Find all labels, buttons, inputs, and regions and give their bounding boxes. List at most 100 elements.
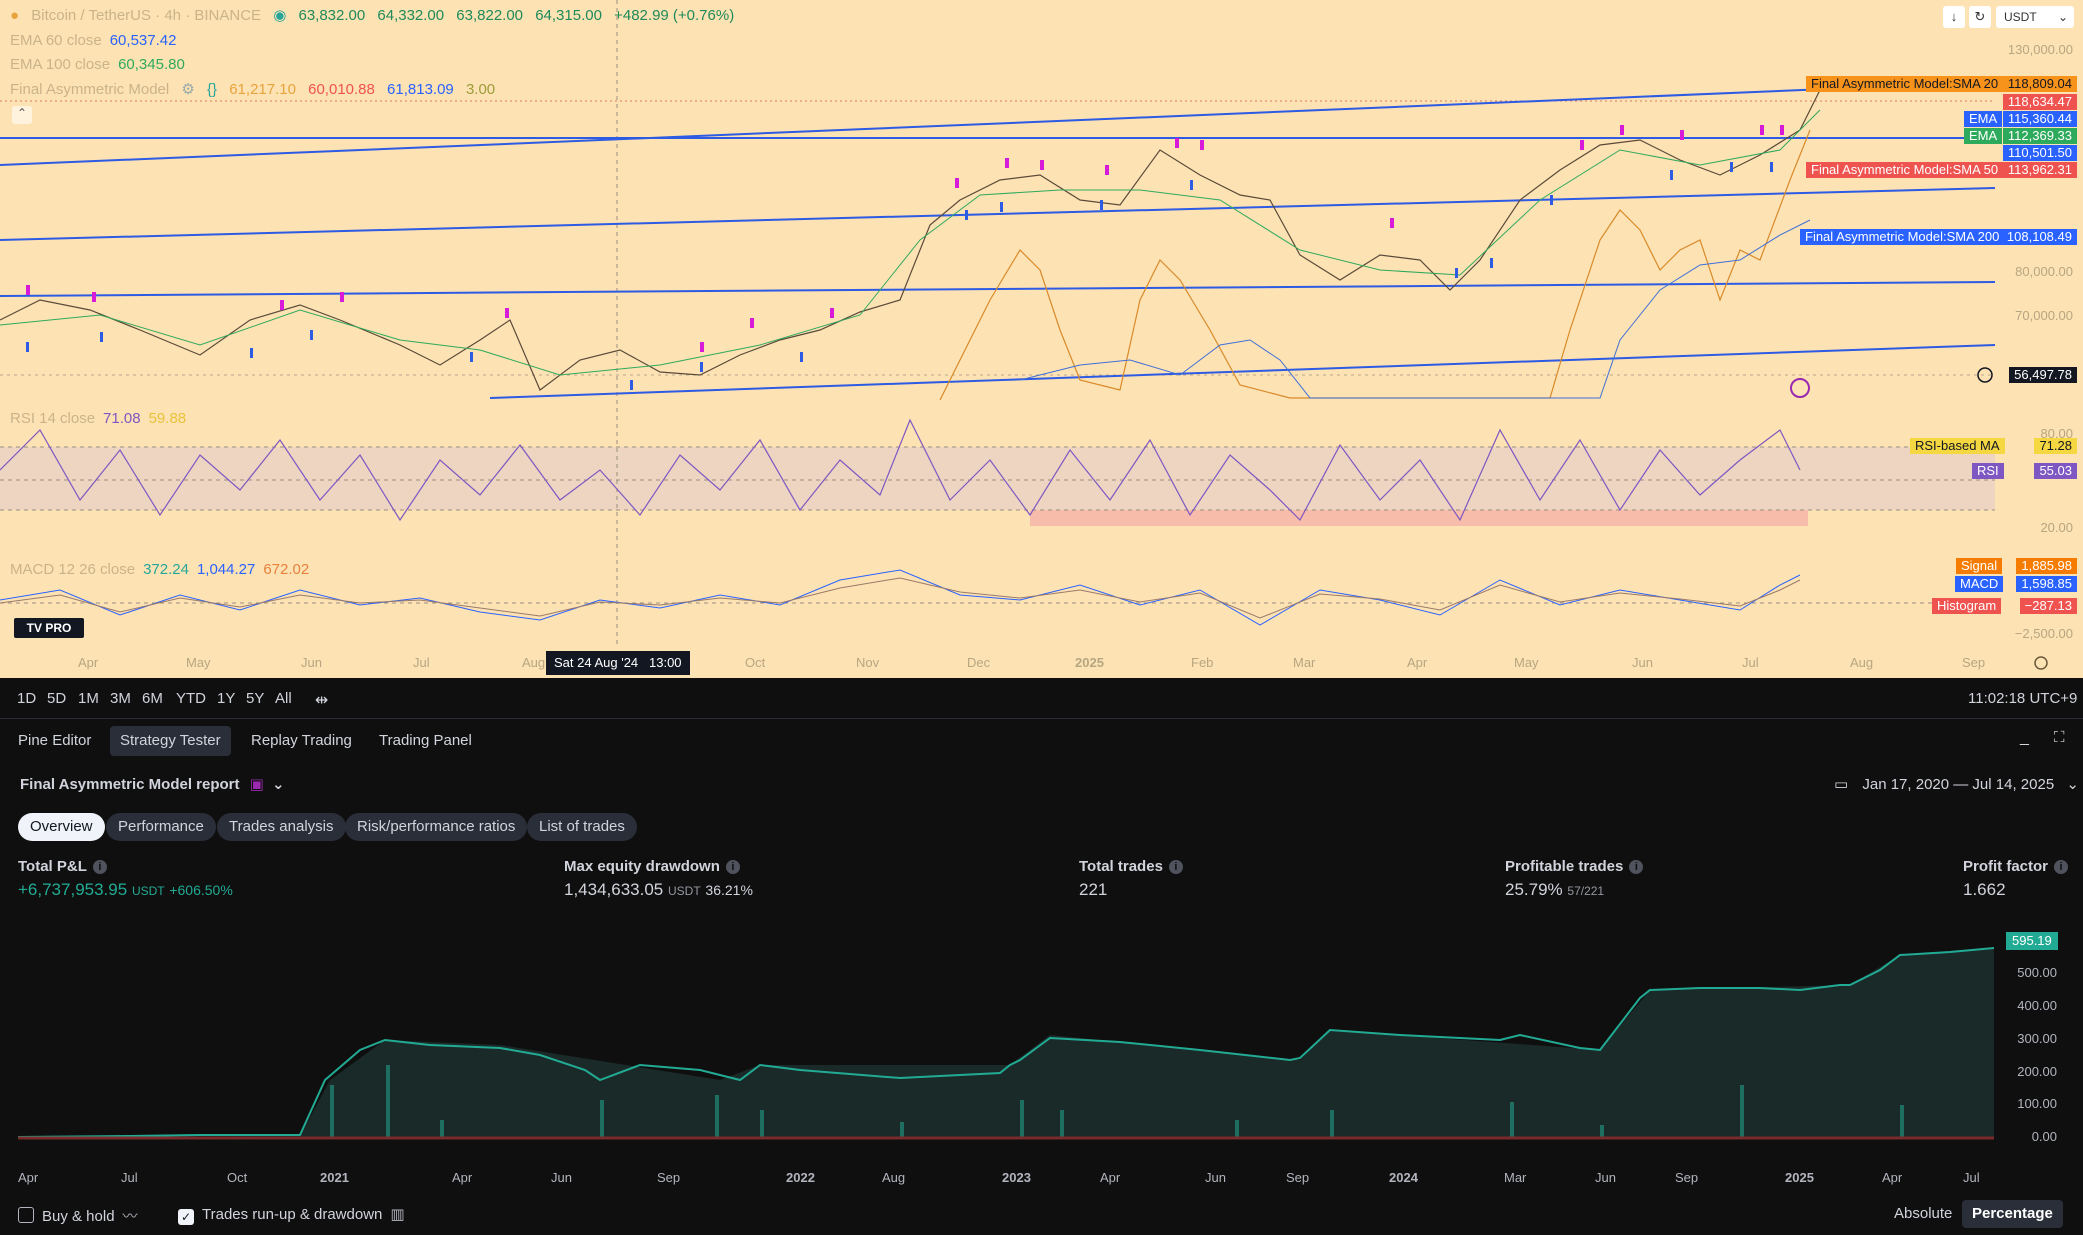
currency-select[interactable]: USDT ⌄ <box>1996 6 2074 28</box>
chevron-down-icon[interactable]: ⌄ <box>272 776 285 793</box>
date-range-value: Jan 17, 2020 — Jul 14, 2025 <box>1862 776 2055 793</box>
model-settings-icon[interactable]: ⚙ <box>181 81 195 98</box>
rsi-ma-tag-value: 71.28 <box>2034 438 2077 454</box>
tab-pine-editor[interactable]: Pine Editor <box>18 732 92 749</box>
download-icon[interactable]: ↓ <box>1943 6 1965 28</box>
equity-x-label: Jun <box>1205 1170 1226 1185</box>
stat-profitable-label: Profitable trades i <box>1505 858 1644 875</box>
runup-checkbox-checked[interactable]: ✓ <box>178 1209 194 1225</box>
info-icon[interactable]: i <box>1168 860 1183 874</box>
equity-chart[interactable] <box>0 930 2083 1165</box>
time-axis-label: 2025 <box>1075 655 1104 670</box>
info-icon[interactable]: i <box>1629 860 1644 874</box>
time-axis-label: Nov <box>856 655 880 670</box>
timeframe-1m[interactable]: 1M <box>78 690 99 707</box>
ema60-legend[interactable]: EMA 60 close 60,537.42 <box>10 32 184 49</box>
ema60-label: EMA 60 close <box>10 32 102 49</box>
model-legend[interactable]: Final Asymmetric Model ⚙ {} 61,217.10 60… <box>10 80 503 98</box>
macd-tag-label: MACD <box>1955 576 2004 592</box>
equity-area <box>18 948 1994 1137</box>
buy-markers <box>26 162 1773 390</box>
stat-pnl-label: Total P&L i <box>18 858 107 875</box>
trendline-price-tag: 110,501.50 <box>2002 145 2077 161</box>
equity-x-label: Jul <box>121 1170 138 1185</box>
timeframe-6m[interactable]: 6M <box>142 690 163 707</box>
timeframe-5y[interactable]: 5Y <box>246 690 265 707</box>
time-axis-label: Dec <box>967 655 991 670</box>
percentage-toggle[interactable]: Percentage <box>1962 1200 2063 1228</box>
alert-icon <box>1790 378 1810 398</box>
equity-last-value-tag: 595.19 <box>2006 932 2058 950</box>
stat-label-text: Total P&L <box>18 858 87 875</box>
buy-hold-checkbox[interactable] <box>18 1207 34 1223</box>
symbol-title[interactable]: Bitcoin / TetherUS · 4h · BINANCE <box>31 7 262 24</box>
sma20-tag-label: Final Asymmetric Model:SMA 20 <box>1806 76 2004 92</box>
refresh-icon[interactable]: ↻ <box>1969 6 1991 28</box>
subtab-overview[interactable]: Overview <box>18 813 105 841</box>
collapse-legend-icon[interactable]: ⌃ <box>12 106 32 124</box>
equity-x-label: Oct <box>227 1170 248 1185</box>
timeframe-1y[interactable]: 1Y <box>217 690 236 707</box>
timeframe-3m[interactable]: 3M <box>110 690 131 707</box>
timeframe-ytd[interactable]: YTD <box>176 690 206 707</box>
tab-strategy-tester[interactable]: Strategy Tester <box>110 726 231 756</box>
timeframe-1d[interactable]: 1D <box>17 690 37 707</box>
ema100-legend[interactable]: EMA 100 close 60,345.80 <box>10 56 193 73</box>
rsi-legend[interactable]: RSI 14 close 71.08 59.88 <box>10 410 194 427</box>
equity-x-label: Mar <box>1504 1170 1527 1185</box>
subtab-list-of-trades[interactable]: List of trades <box>527 813 637 841</box>
runup-toggle[interactable]: ✓ Trades run-up & drawdown ▥ <box>178 1205 405 1225</box>
info-icon[interactable]: i <box>725 860 740 874</box>
sma50-tag-value: 113,962.31 <box>2002 162 2077 178</box>
price-chart[interactable]: ● Bitcoin / TetherUS · 4h · BINANCE ◉ 63… <box>0 0 2083 678</box>
rsi-ma-tag-label: RSI-based MA <box>1910 438 2005 454</box>
market-open-icon: ◉ <box>273 7 287 24</box>
bar-chart-icon: ▥ <box>390 1206 405 1223</box>
rsi-value-1: 71.08 <box>103 410 141 427</box>
sma200-blue-line <box>1019 219 1811 399</box>
info-icon[interactable]: i <box>2054 860 2069 874</box>
minimize-icon[interactable]: _ <box>2020 729 2029 746</box>
subtab-risk-ratios[interactable]: Risk/performance ratios <box>345 813 528 841</box>
chevron-down-icon: ⌄ <box>2066 776 2079 793</box>
profitable-ratio: 57/221 <box>1567 884 1605 898</box>
stat-trades-value: 221 <box>1079 880 1108 899</box>
time-axis-label: Jun <box>301 655 322 670</box>
equity-y-label: 200.00 <box>2017 1064 2057 1079</box>
equity-x-label: Sep <box>1675 1170 1699 1185</box>
stat-drawdown-value: 1,434,633.05 USDT 36.21% <box>564 880 753 900</box>
subtab-performance[interactable]: Performance <box>106 813 216 841</box>
buy-hold-toggle[interactable]: Buy & hold 〰 <box>18 1205 138 1226</box>
chart-canvas[interactable] <box>0 0 2083 678</box>
date-range-selector[interactable]: ▭ Jan 17, 2020 — Jul 14, 2025 ⌄ <box>1834 775 2079 793</box>
report-header[interactable]: Final Asymmetric Model report ▣ ⌄ <box>20 775 285 793</box>
model-value-4: 3.00 <box>465 81 496 98</box>
time-axis-label: Oct <box>745 655 766 670</box>
equity-x-label: Aug <box>882 1170 906 1185</box>
timeframe-5d[interactable]: 5D <box>47 690 67 707</box>
tab-replay-trading[interactable]: Replay Trading <box>251 732 352 749</box>
time-axis-label: Jul <box>413 655 430 670</box>
ohlc-change: +482.99 (+0.76%) <box>614 7 735 24</box>
timeframe-all[interactable]: All <box>275 690 292 707</box>
absolute-toggle[interactable]: Absolute <box>1894 1205 1953 1222</box>
maximize-icon[interactable]: ⛶ <box>2054 729 2065 746</box>
date-range-icon[interactable]: ⇹ <box>315 692 329 709</box>
equity-x-label: 2025 <box>1785 1170 1814 1185</box>
info-icon[interactable]: i <box>92 860 107 874</box>
crosshair-date-tag: Sat 24 Aug '24 13:00 <box>546 651 690 675</box>
last-price-tag: 118,634.47 <box>2002 94 2077 110</box>
rsi-tag-value: 55.03 <box>2034 463 2077 479</box>
sma50-tag-label: Final Asymmetric Model:SMA 50 <box>1806 162 2004 178</box>
macd-label: MACD 12 26 close <box>10 561 136 578</box>
rsi-axis-label: 20.00 <box>2040 520 2073 535</box>
equity-x-label: Apr <box>18 1170 39 1185</box>
equity-line <box>17 947 1995 1138</box>
rsi-axis-label: 80.00 <box>2040 426 2073 441</box>
equity-y-label: 500.00 <box>2017 965 2057 980</box>
model-source-icon[interactable]: {} <box>207 81 218 98</box>
macd-legend[interactable]: MACD 12 26 close 372.24 1,044.27 672.02 <box>10 561 317 578</box>
subtab-trades-analysis[interactable]: Trades analysis <box>217 813 346 841</box>
tab-trading-panel[interactable]: Trading Panel <box>379 732 472 749</box>
clock[interactable]: 11:02:18 UTC+9 <box>1968 690 2078 707</box>
